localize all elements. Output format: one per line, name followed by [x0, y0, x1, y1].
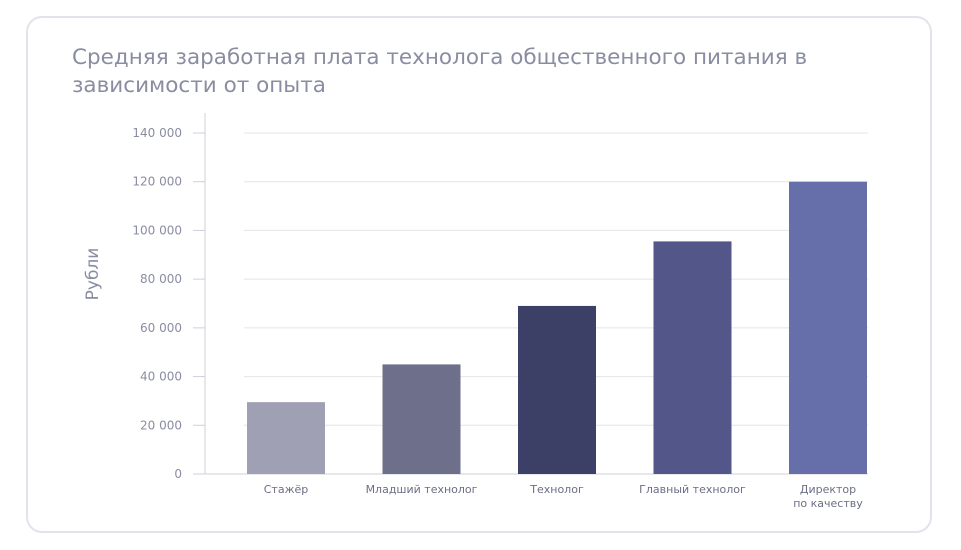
y-tick-label: 140 000: [132, 126, 182, 140]
chart-title: Средняя заработная плата технолога общес…: [72, 45, 808, 98]
y-tick-label: 20 000: [140, 418, 182, 432]
bar: [789, 181, 867, 474]
bar: [382, 364, 461, 474]
y-tick-label: 0: [174, 467, 182, 481]
y-tick-label: 40 000: [140, 370, 182, 384]
y-tick-label: 100 000: [132, 223, 182, 237]
x-category-label: Технолог: [529, 483, 584, 496]
bar: [247, 402, 325, 474]
bar: [653, 241, 732, 474]
y-tick-label: 60 000: [140, 321, 182, 335]
y-tick-label: 120 000: [132, 175, 182, 189]
chart-card: [26, 16, 932, 533]
y-axis-label: Рубли: [83, 248, 103, 301]
x-category-label: по качеству: [793, 497, 863, 510]
x-category-label: Директор: [800, 483, 856, 496]
x-category-label: Главный технолог: [639, 483, 746, 496]
x-category-label: Стажёр: [264, 483, 309, 496]
x-category-label: Младший технолог: [366, 483, 478, 496]
y-tick-label: 80 000: [140, 272, 182, 286]
bar: [518, 305, 596, 474]
